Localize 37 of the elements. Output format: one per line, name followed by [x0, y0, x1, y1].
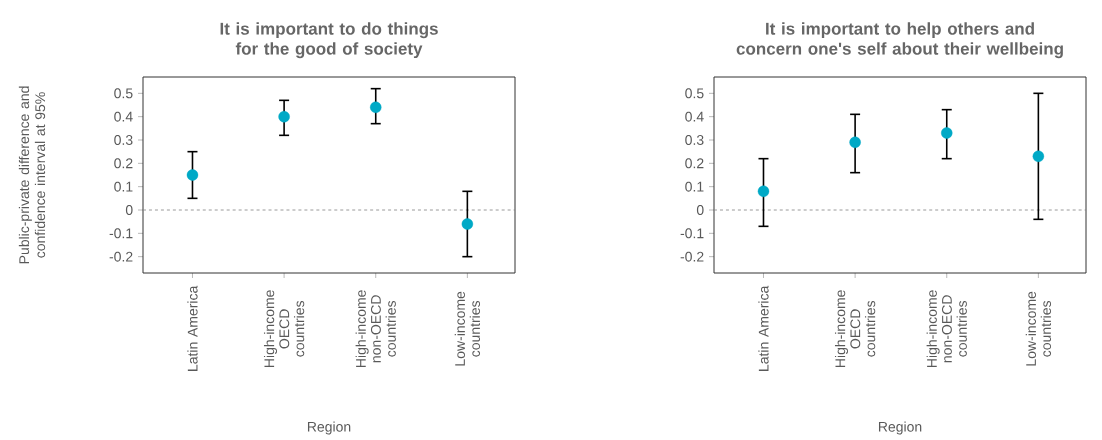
x-tick-label: High-income OECD countries	[263, 290, 305, 367]
y-tick-label: 0.5	[114, 88, 133, 99]
x-tick-label: Latin America	[758, 285, 769, 371]
x-axis-title: Region	[878, 421, 922, 435]
point	[461, 218, 474, 230]
x-tick-label: Low-income countries	[1025, 291, 1052, 366]
x-tick-label: High-income non-OECD countries	[926, 290, 967, 367]
point	[1032, 150, 1045, 163]
y-tick-label: 0.4	[685, 111, 704, 122]
chart-title: It is important to do things for the good of society	[220, 22, 438, 59]
y-tick-label: -0.1	[680, 228, 704, 239]
x-tick-label: Low-income countries	[454, 291, 480, 366]
point	[278, 110, 290, 123]
y-tick-label: 0	[125, 205, 133, 215]
chart-title: It is important to help others and concern one's self about their wellbeing	[736, 22, 1063, 59]
point	[757, 185, 770, 198]
y-tick-label: -0.2	[109, 251, 133, 262]
y-tick-label: 0	[696, 205, 704, 215]
y-tick-label: 0.2	[685, 158, 704, 169]
y-axis-title: Public-private difference and confidence interval at 95%	[18, 86, 46, 264]
x-tick-label: High-income OECD countries	[834, 290, 876, 367]
y-tick-label: 0.1	[685, 181, 704, 192]
y-tick-label: 0.2	[114, 158, 133, 169]
y-tick-label: 0.1	[114, 181, 133, 192]
y-tick-label: 0.3	[114, 135, 133, 145]
y-tick-label: 0.5	[685, 88, 704, 99]
y-tick-label: 0.3	[685, 135, 704, 145]
y-tick-label: 0.4	[114, 111, 133, 122]
x-tick-label: High-income non-OECD countries	[355, 290, 396, 367]
x-tick-label: Latin America	[187, 285, 198, 371]
point	[186, 169, 199, 181]
point	[941, 127, 953, 139]
point	[370, 101, 382, 114]
x-axis-title: Region	[307, 421, 351, 435]
y-tick-label: -0.1	[109, 228, 133, 239]
y-tick-label: -0.2	[680, 251, 704, 262]
point	[849, 136, 861, 149]
